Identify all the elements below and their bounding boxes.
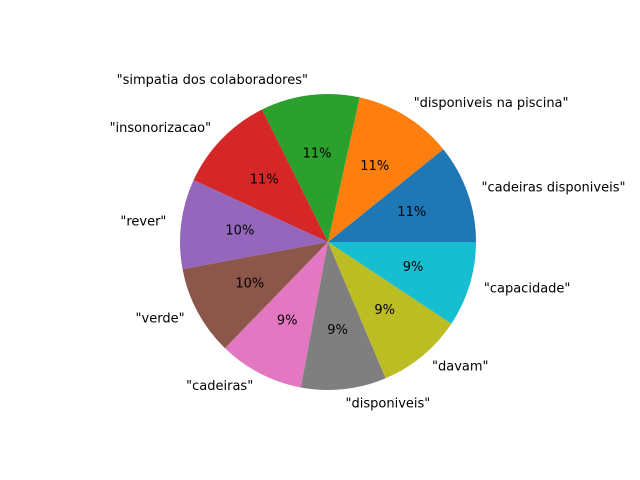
pie-slice-3 <box>193 109 328 242</box>
pie-percent-label-4: 10% <box>225 224 254 239</box>
pie-percent-label-1: 11% <box>360 159 389 174</box>
pie-slice-label-8: "davam" <box>432 360 489 375</box>
pie-percent-label-5: 10% <box>235 277 264 292</box>
pie-percent-label-2: 11% <box>303 146 332 161</box>
pie-slice-label-1: "disponiveis na piscina" <box>414 96 569 111</box>
slices-layer <box>180 94 476 390</box>
pie-slice-2 <box>262 94 360 243</box>
pie-percent-label-8: 9% <box>374 303 395 318</box>
pie-slice-label-2: "simpatia dos colaboradores" <box>117 73 308 88</box>
pie-slice-1 <box>328 97 444 242</box>
pie-percent-label-7: 9% <box>327 323 348 338</box>
pie-percent-label-3: 11% <box>250 173 279 188</box>
pie-slice-label-7: "disponiveis" <box>346 396 431 411</box>
percent-labels-layer: 11% 11% 11% 11% 10% 10% 9% 9% 9% 9% <box>225 146 426 337</box>
pie-slice-9 <box>328 242 476 324</box>
pie-slice-5 <box>182 242 328 349</box>
pie-percent-label-0: 11% <box>397 205 426 220</box>
pie-slice-label-4: "rever" <box>120 214 166 229</box>
pie-slice-0 <box>328 149 476 242</box>
pie-slice-4 <box>180 180 328 270</box>
pie-slice-label-6: "cadeiras" <box>186 379 253 394</box>
slice-labels-layer: "cadeiras disponiveis" "disponiveis na pi… <box>110 73 626 411</box>
pie-percent-label-6: 9% <box>277 313 298 328</box>
pie-slice-label-9: "capacidade" <box>484 281 571 296</box>
pie-slice-6 <box>224 242 328 388</box>
pie-slice-label-3: "insonorizacao" <box>110 121 212 136</box>
pie-slice-label-5: "verde" <box>136 312 185 327</box>
pie-slice-7 <box>300 242 386 390</box>
pie-slice-label-0: "cadeiras disponiveis" <box>482 180 626 195</box>
pie-slice-8 <box>328 242 452 379</box>
pie-percent-label-9: 9% <box>403 260 424 275</box>
